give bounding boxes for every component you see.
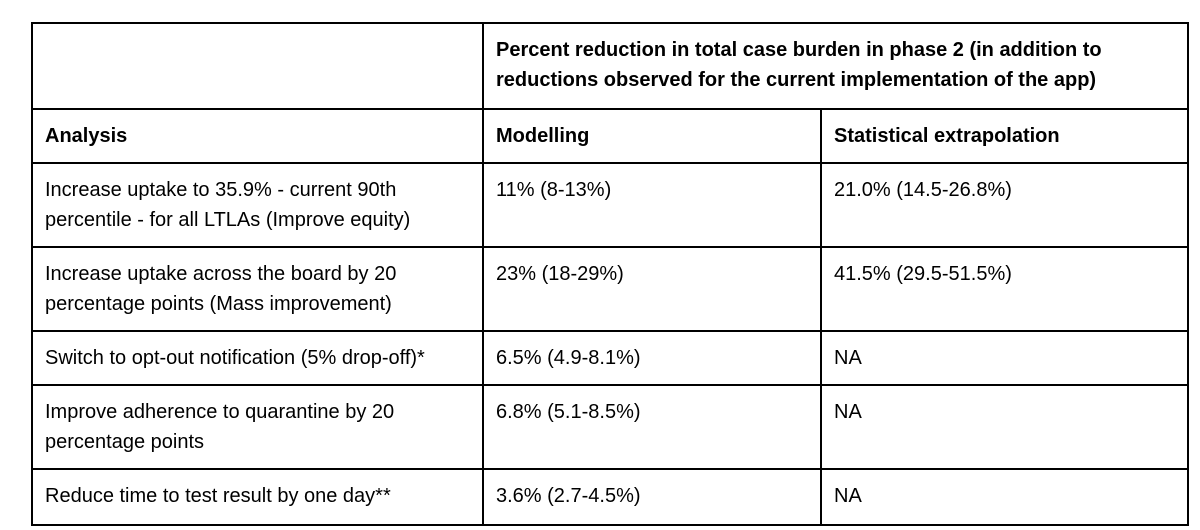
table-row: Increase uptake to 35.9% - current 90th …	[31, 162, 1190, 248]
table-row: Improve adherence to quarantine by 20 pe…	[31, 384, 1190, 470]
statistical-cell: 21.0% (14.5-26.8%)	[819, 162, 1190, 248]
span-header-cell: Percent reduction in total case burden i…	[481, 22, 1190, 110]
statistical-cell: 41.5% (29.5-51.5%)	[819, 246, 1190, 332]
analysis-cell: Increase uptake to 35.9% - current 90th …	[31, 162, 484, 248]
column-header-modelling: Modelling	[482, 108, 822, 164]
table-row: Increase uptake across the board by 20 p…	[31, 246, 1190, 332]
analysis-cell: Reduce time to test result by one day**	[31, 468, 484, 526]
span-header-row: Percent reduction in total case burden i…	[31, 22, 1190, 110]
empty-corner-cell	[31, 22, 484, 110]
analysis-cell: Increase uptake across the board by 20 p…	[31, 246, 484, 332]
column-header-statistical-extrapolation: Statistical extrapolation	[819, 108, 1190, 164]
modelling-cell: 3.6% (2.7-4.5%)	[482, 468, 822, 526]
modelling-cell: 6.8% (5.1-8.5%)	[482, 384, 822, 470]
modelling-cell: 23% (18-29%)	[482, 246, 822, 332]
column-header-analysis: Analysis	[31, 108, 484, 164]
table-row: Reduce time to test result by one day** …	[31, 468, 1190, 526]
modelling-cell: 11% (8-13%)	[482, 162, 822, 248]
table-row: Switch to opt-out notification (5% drop-…	[31, 330, 1190, 386]
column-header-row: Analysis Modelling Statistical extrapola…	[31, 108, 1190, 164]
modelling-cell: 6.5% (4.9-8.1%)	[482, 330, 822, 386]
analysis-cell: Switch to opt-out notification (5% drop-…	[31, 330, 484, 386]
results-table: Percent reduction in total case burden i…	[31, 22, 1190, 526]
statistical-cell: NA	[819, 384, 1190, 470]
statistical-cell: NA	[819, 468, 1190, 526]
statistical-cell: NA	[819, 330, 1190, 386]
analysis-cell: Improve adherence to quarantine by 20 pe…	[31, 384, 484, 470]
